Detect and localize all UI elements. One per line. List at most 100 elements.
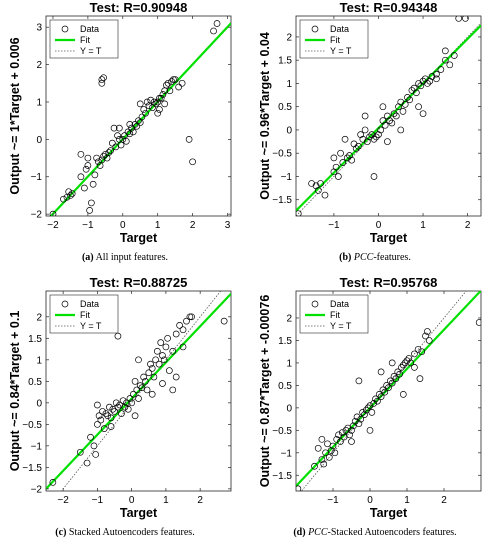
data-point (131, 412, 139, 420)
x-tick-label: 1 (420, 220, 426, 231)
data-point (348, 156, 356, 164)
x-tick-label: 3 (225, 220, 231, 231)
data-point (156, 94, 163, 102)
data-point (392, 375, 400, 382)
data-point (403, 357, 411, 365)
data-point (411, 364, 418, 371)
caption-text: PCC-features. (353, 252, 411, 263)
data-point (142, 377, 149, 385)
data-point (418, 348, 426, 356)
data-point (178, 79, 186, 87)
scatter-plot: Test: R=0.90948 −2 −1 0 1 2 3 −2 −1 0 1 2 3 Target Out… (8, 0, 232, 245)
caption-letter: (d) (293, 527, 306, 538)
data-point (168, 78, 176, 85)
data-point (366, 402, 374, 409)
data-point (175, 83, 182, 91)
data-point (334, 173, 342, 180)
data-point (107, 147, 114, 154)
x-tick-label: 1 (155, 220, 161, 231)
y-tick-label: −0.5 (272, 149, 292, 160)
data-point (415, 103, 422, 111)
data-point (361, 112, 369, 120)
data-point (372, 395, 379, 403)
legend-data-marker (61, 25, 69, 33)
data-point (94, 401, 101, 409)
data-point (119, 397, 127, 405)
chart-title: Test: R=0.95768 (340, 275, 438, 290)
x-tick-label: 0 (129, 495, 135, 506)
data-point (399, 107, 407, 115)
data-point (49, 210, 57, 216)
legend-entry: Fit (80, 35, 90, 45)
data-point (388, 359, 396, 367)
data-point (413, 89, 420, 97)
legend-data-marker (61, 300, 69, 308)
data-point (108, 139, 116, 147)
y-tick-label: −0.5 (272, 426, 292, 437)
data-point (370, 135, 378, 143)
y-tick-label: 0.5 (278, 102, 292, 113)
data-point (331, 449, 339, 457)
data-point (350, 140, 358, 148)
data-point (119, 136, 127, 143)
data-point (392, 112, 400, 120)
data-point (98, 76, 106, 83)
data-point (419, 77, 427, 85)
data-point (308, 180, 315, 187)
data-point (110, 124, 118, 132)
data-point (130, 390, 137, 398)
legend-entry: Y = T (330, 46, 352, 56)
data-point (148, 365, 156, 372)
data-point (84, 154, 92, 162)
data-point (99, 408, 106, 415)
legend-data-marker (311, 25, 319, 33)
data-point (396, 370, 403, 378)
data-point (111, 408, 118, 415)
data-point (366, 426, 374, 434)
x-tick-label: 2 (190, 220, 196, 231)
data-point (379, 117, 387, 125)
data-point (88, 199, 95, 207)
data-point (210, 27, 217, 35)
data-point (122, 137, 130, 145)
data-point (89, 180, 97, 188)
data-point (129, 128, 137, 136)
data-point (348, 426, 355, 434)
data-point (446, 61, 454, 69)
data-point (424, 328, 431, 335)
data-point (405, 355, 413, 362)
y-tick-label: 0 (286, 403, 292, 414)
data-point (330, 168, 338, 176)
data-point (213, 20, 221, 27)
data-point (329, 442, 337, 450)
data-point (157, 94, 165, 102)
y-axis-label: Output ~= 0.96*Target + 0.04 (258, 32, 272, 200)
data-point (335, 431, 342, 439)
data-point (377, 368, 385, 376)
data-point (100, 152, 107, 160)
data-point (150, 98, 158, 106)
data-point (312, 182, 320, 190)
data-point (399, 361, 407, 369)
data-point (161, 100, 169, 108)
data-point (160, 356, 168, 364)
x-tick-label: −2 (57, 495, 69, 506)
data-point (374, 397, 381, 405)
data-point (143, 386, 151, 394)
data-point (355, 420, 363, 427)
x-tick-label: 1 (404, 495, 410, 506)
data-point (437, 66, 445, 73)
data-point (124, 128, 132, 136)
data-point (324, 440, 331, 448)
y-tick-label: −1.5 (272, 471, 292, 482)
data-point (49, 479, 57, 486)
caption: (b) PCC-features. (250, 252, 500, 263)
x-tick-label: 0 (120, 220, 126, 231)
data-point (81, 184, 88, 192)
data-point (384, 112, 391, 120)
data-point (362, 406, 370, 414)
legend-entry: Y = T (80, 46, 102, 56)
data-point (355, 142, 362, 150)
y-tick-label: 1 (36, 355, 42, 366)
data-point (399, 391, 407, 398)
